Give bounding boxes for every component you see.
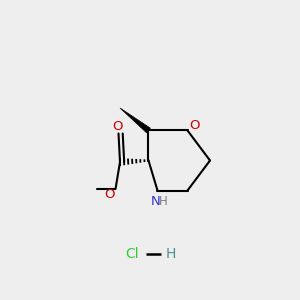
Text: Cl: Cl xyxy=(125,247,139,260)
Text: O: O xyxy=(112,120,123,134)
Text: O: O xyxy=(189,118,199,132)
Text: O: O xyxy=(104,188,115,201)
Text: H: H xyxy=(159,195,168,208)
Text: N: N xyxy=(151,195,161,208)
Polygon shape xyxy=(120,108,150,133)
Text: H: H xyxy=(166,247,176,260)
